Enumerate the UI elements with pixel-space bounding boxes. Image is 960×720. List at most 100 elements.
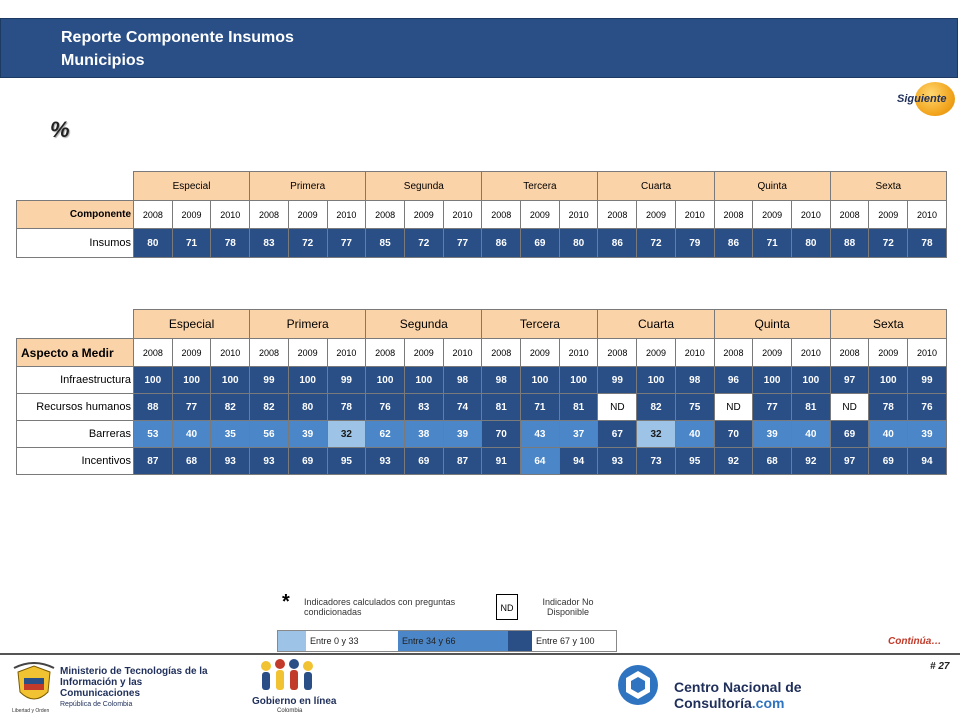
value-cell: 77 — [326, 228, 367, 258]
row-label-header: Componente — [16, 200, 134, 229]
year-header: 2009 — [403, 338, 444, 367]
category-header: Quinta — [713, 171, 831, 201]
ministry-line2: Información y las Comunicaciones — [60, 677, 143, 699]
table-row: Incentivos 87 68 93 93 69 95 93 69 87 91 64 94 93 73 95… — [16, 447, 947, 475]
year-header: 2009 — [287, 338, 328, 367]
value-cell: 79 — [674, 228, 715, 258]
year-header: 2009 — [287, 200, 328, 229]
value-cell: 70 — [713, 420, 754, 448]
value-cell: 69 — [829, 420, 870, 448]
value-cell: 86 — [481, 228, 522, 258]
value-cell: 38 — [403, 420, 444, 448]
year-header: 2009 — [403, 200, 444, 229]
people-figures-icon — [261, 659, 313, 690]
year-header: 2010 — [210, 200, 251, 229]
category-header: Primera — [249, 309, 367, 339]
value-cell: 39 — [442, 420, 483, 448]
report-title: Reporte Componente Insumos — [61, 29, 294, 46]
cnc-logo: Centro Nacional de Consultoría.com — [614, 663, 914, 711]
value-cell: 87 — [442, 447, 483, 475]
year-header: 2010 — [674, 200, 715, 229]
table-row: Infraestructura 100 100 100 99 100 99 100 100 98 9… — [16, 366, 947, 394]
value-cell: 67 — [597, 420, 638, 448]
value-cell: 100 — [210, 366, 251, 394]
year-header: 2008 — [249, 200, 289, 229]
value-cell: 39 — [287, 420, 328, 448]
value-cell: 86 — [713, 228, 754, 258]
legend-swatch-high — [508, 631, 532, 651]
color-legend: Entre 0 y 33 Entre 34 y 66 Entre 67 y 10… — [277, 630, 617, 652]
value-cell: 98 — [442, 366, 483, 394]
value-cell: 100 — [133, 366, 173, 394]
value-cell: 68 — [171, 447, 212, 475]
table-row: Insumos 80 71 78 83 72 77 85 72 77 86 69 80 86 72 79 86 7… — [16, 228, 947, 258]
value-cell: 94 — [558, 447, 599, 475]
header-blank — [17, 172, 134, 201]
value-cell: 100 — [868, 366, 909, 394]
ministry-line3: República de Colombia — [60, 701, 133, 708]
value-cell: 40 — [868, 420, 909, 448]
value-cell: 98 — [481, 366, 522, 394]
year-header: 2008 — [597, 338, 638, 367]
value-cell: 43 — [520, 420, 560, 448]
next-button-icon[interactable] — [915, 82, 955, 116]
year-header: 2010 — [326, 338, 367, 367]
category-header: Sexta — [829, 171, 947, 201]
value-cell: 37 — [558, 420, 599, 448]
value-cell: 76 — [907, 393, 947, 421]
value-cell: 94 — [907, 447, 947, 475]
value-cell: 88 — [829, 228, 870, 258]
legend-label-mid: Entre 34 y 66 — [402, 636, 456, 646]
category-header: Sexta — [829, 309, 947, 339]
value-cell: 99 — [597, 366, 638, 394]
value-cell: 86 — [597, 228, 638, 258]
value-cell: 69 — [403, 447, 444, 475]
year-header: 2008 — [597, 200, 638, 229]
year-header: 2010 — [442, 200, 483, 229]
value-cell: 81 — [791, 393, 831, 421]
report-subtitle: Municipios — [61, 52, 145, 69]
value-cell: 72 — [636, 228, 676, 258]
year-header: 2010 — [558, 200, 599, 229]
year-header: 2008 — [133, 338, 173, 367]
colombia-shield-icon — [13, 662, 55, 700]
year-header: 2008 — [481, 338, 522, 367]
row-label: Infraestructura — [16, 366, 134, 394]
next-button[interactable]: Siguiente — [897, 93, 947, 105]
ministry-logo: Ministerio de Tecnologías de la Informac… — [12, 660, 212, 718]
value-cell: 95 — [674, 447, 715, 475]
value-cell: 100 — [287, 366, 328, 394]
year-header: 2010 — [326, 200, 367, 229]
value-cell: 78 — [326, 393, 367, 421]
footer-divider — [0, 653, 960, 655]
table-row: Recursos humanos 88 77 82 82 80 78 76 83 74 81 71 81… — [16, 393, 947, 421]
value-cell: 92 — [713, 447, 754, 475]
year-header: 2009 — [868, 338, 909, 367]
year-header: 2009 — [520, 200, 560, 229]
table-row: Barreras 53 40 35 56 39 32 62 38 39 70 43 37 67 32 40 70… — [16, 420, 947, 448]
value-cell: 39 — [752, 420, 792, 448]
category-header: Segunda — [365, 171, 483, 201]
year-header: 2009 — [868, 200, 909, 229]
cnc-text: Centro Nacional de Consultoría — [674, 679, 802, 711]
year-header: 2010 — [791, 200, 831, 229]
year-header: 2010 — [907, 200, 947, 229]
value-cell: 72 — [403, 228, 444, 258]
value-cell: 68 — [752, 447, 792, 475]
year-header: 2008 — [365, 200, 405, 229]
value-cell: 95 — [326, 447, 367, 475]
category-header: Especial — [132, 309, 251, 339]
cnc-name: Centro Nacional de Consultoría.com — [674, 679, 914, 711]
value-cell: 98 — [674, 366, 715, 394]
value-cell: 77 — [442, 228, 483, 258]
value-cell: 73 — [636, 447, 676, 475]
legend-label-high: Entre 67 y 100 — [536, 636, 595, 646]
value-cell: 99 — [907, 366, 947, 394]
value-cell: 88 — [133, 393, 173, 421]
continue-link[interactable]: Continúa… — [888, 636, 942, 647]
value-cell: 93 — [597, 447, 638, 475]
ministry-line1: Ministerio de Tecnologías de la — [60, 666, 208, 677]
value-cell: 77 — [171, 393, 212, 421]
value-cell: 53 — [133, 420, 173, 448]
category-header: Especial — [132, 171, 251, 201]
